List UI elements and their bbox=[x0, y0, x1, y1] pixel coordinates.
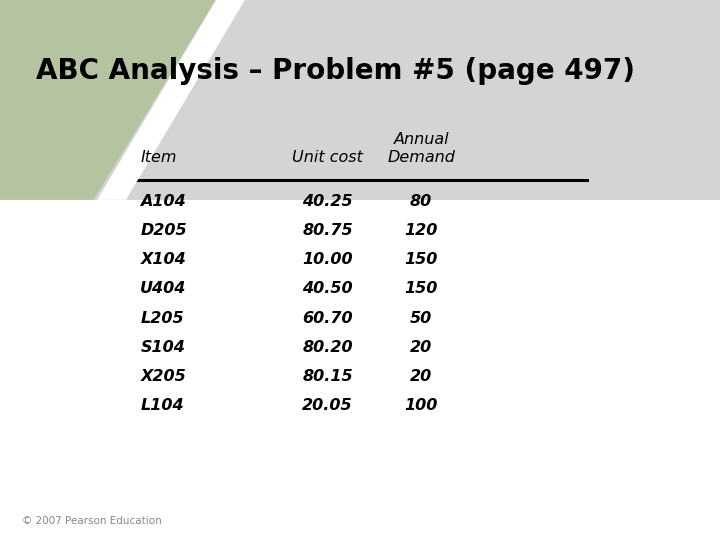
Text: 120: 120 bbox=[405, 223, 438, 238]
Text: S104: S104 bbox=[140, 340, 185, 355]
Text: L205: L205 bbox=[140, 310, 184, 326]
Text: 40.50: 40.50 bbox=[302, 281, 353, 296]
Text: 60.70: 60.70 bbox=[302, 310, 353, 326]
Text: U404: U404 bbox=[140, 281, 186, 296]
Text: Unit cost: Unit cost bbox=[292, 150, 363, 165]
Text: L104: L104 bbox=[140, 398, 184, 413]
Text: © 2007 Pearson Education: © 2007 Pearson Education bbox=[22, 516, 161, 526]
Text: 80.75: 80.75 bbox=[302, 223, 353, 238]
Text: 40.25: 40.25 bbox=[302, 194, 353, 209]
Text: 100: 100 bbox=[405, 398, 438, 413]
Text: X205: X205 bbox=[140, 369, 186, 384]
Text: 80.20: 80.20 bbox=[302, 340, 353, 355]
Text: 80.15: 80.15 bbox=[302, 369, 353, 384]
Text: Demand: Demand bbox=[387, 150, 455, 165]
Text: Annual: Annual bbox=[393, 132, 449, 147]
Text: 10.00: 10.00 bbox=[302, 252, 353, 267]
Text: 80: 80 bbox=[410, 194, 432, 209]
Text: 20: 20 bbox=[410, 340, 432, 355]
Text: D205: D205 bbox=[140, 223, 187, 238]
Text: 50: 50 bbox=[410, 310, 432, 326]
Text: X104: X104 bbox=[140, 252, 186, 267]
Text: 20: 20 bbox=[410, 369, 432, 384]
Text: ABC Analysis – Problem #5 (page 497): ABC Analysis – Problem #5 (page 497) bbox=[36, 57, 635, 85]
Text: 20.05: 20.05 bbox=[302, 398, 353, 413]
Text: Item: Item bbox=[140, 150, 177, 165]
Text: A104: A104 bbox=[140, 194, 186, 209]
Text: 150: 150 bbox=[405, 252, 438, 267]
Text: 150: 150 bbox=[405, 281, 438, 296]
